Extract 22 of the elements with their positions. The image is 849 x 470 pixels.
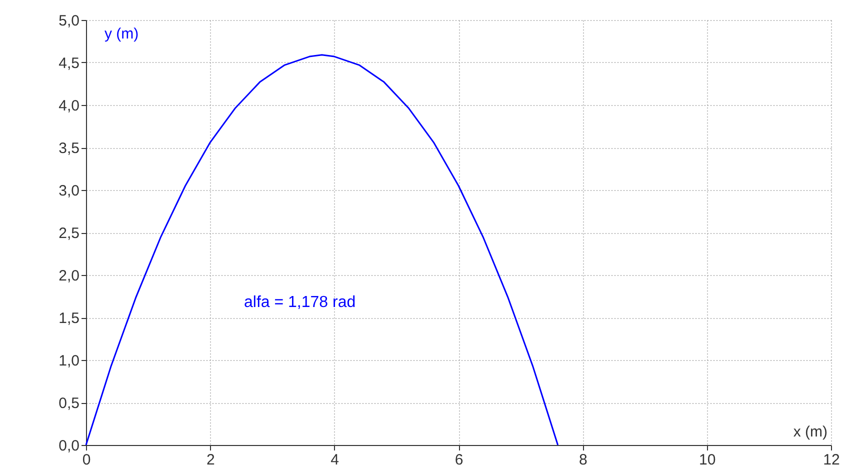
y-axis-title: y (m) <box>104 26 139 42</box>
x-tick-label: 2 <box>206 452 215 468</box>
y-tick-label: 2,5 <box>58 225 80 242</box>
annotation: alfa = 1,178 rad <box>244 294 356 311</box>
x-tick-label: 12 <box>823 452 840 468</box>
y-tick-label: 5,0 <box>58 12 80 30</box>
y-tick-label: 3,5 <box>58 140 80 157</box>
y-tick-label: 0,5 <box>58 395 80 412</box>
x-tick-label: 8 <box>578 452 588 468</box>
x-tick-label: 6 <box>454 452 464 468</box>
x-tick-label: 10 <box>698 452 716 468</box>
line-series <box>85 54 559 446</box>
y-tick-label: 1,0 <box>58 352 80 370</box>
x-tick-label: 4 <box>330 452 340 468</box>
y-tick-label: 2,0 <box>58 268 80 284</box>
x-tick-label: 0 <box>82 452 91 468</box>
y-tick-label: 0,0 <box>58 438 80 454</box>
y-tick-label: 3,0 <box>58 182 80 200</box>
y-tick-label: 4,5 <box>58 55 80 72</box>
y-tick-label: 4,0 <box>58 98 80 114</box>
x-axis-title: x (m) <box>793 424 828 440</box>
y-tick-label: 1,5 <box>58 310 80 327</box>
